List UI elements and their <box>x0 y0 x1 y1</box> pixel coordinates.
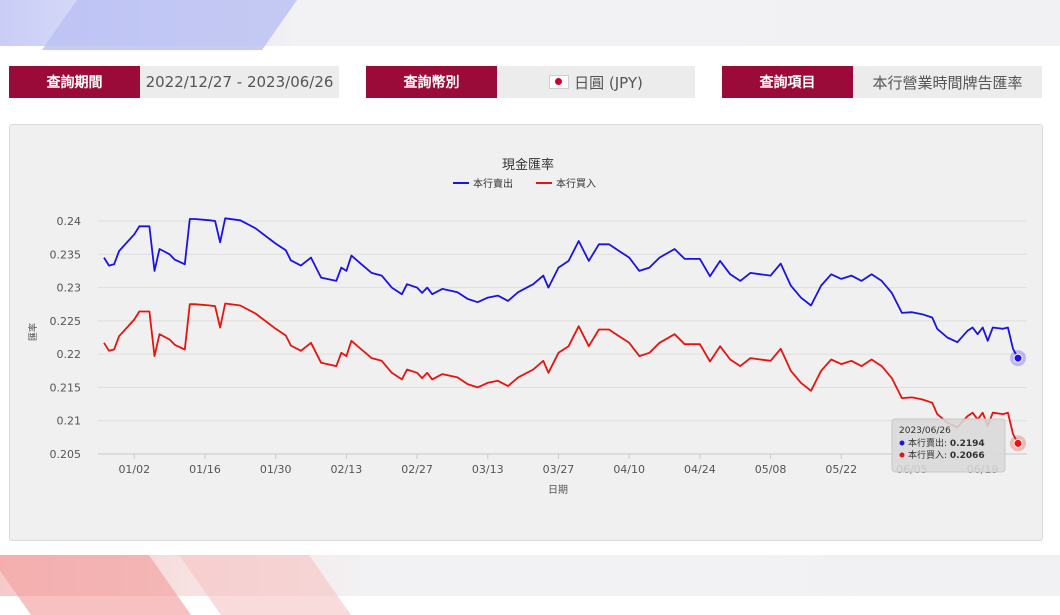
y-tick-label: 0.235 <box>50 248 82 261</box>
legend-sell-label[interactable]: 本行賣出 <box>473 177 513 190</box>
y-tick-label: 0.24 <box>57 215 82 228</box>
tooltip-bullet <box>899 440 905 446</box>
query-period-bar: 查詢期間 2022/12/27 - 2023/06/26 <box>9 66 339 98</box>
grid-lines <box>98 220 1027 455</box>
x-tick-label: 05/08 <box>755 463 787 476</box>
y-tick-label: 0.225 <box>50 315 82 328</box>
x-tick-label: 01/16 <box>189 463 221 476</box>
x-tick-label: 01/30 <box>260 463 292 476</box>
tooltip-bullet <box>899 452 905 458</box>
chart-title: 現金匯率 <box>502 157 554 173</box>
x-tick-label: 04/10 <box>613 463 645 476</box>
y-tick-label: 0.21 <box>57 415 82 428</box>
query-currency-value[interactable]: 日圓 (JPY) <box>497 66 695 98</box>
series-layer <box>103 217 1019 444</box>
hover-markers <box>1010 350 1026 452</box>
query-item-value[interactable]: 本行營業時間牌告匯率 <box>853 66 1042 98</box>
x-tick-label: 05/22 <box>825 463 857 476</box>
y-tick-label: 0.215 <box>50 381 82 394</box>
tooltip-row: 本行買入: 0.2066 <box>908 449 985 461</box>
x-tick-label: 04/24 <box>684 463 716 476</box>
query-period-label: 查詢期間 <box>9 66 140 98</box>
top-banner <box>0 0 1060 50</box>
sell-last-point[interactable] <box>1013 353 1023 363</box>
query-currency-label: 查詢幣別 <box>366 66 497 98</box>
buy-last-point[interactable] <box>1013 438 1023 448</box>
japan-flag-icon <box>549 75 570 89</box>
query-currency-bar: 查詢幣別 日圓 (JPY) <box>366 66 695 98</box>
chart-card: 現金匯率 本行賣出 本行買入 0.24 0.235 0.23 0.225 0.22 0.2… <box>9 124 1043 541</box>
x-tick-label: 02/13 <box>331 463 363 476</box>
x-axis-label: 日期 <box>548 484 568 496</box>
sell-series-line[interactable] <box>103 217 1019 359</box>
chart-legend[interactable]: 本行賣出 本行買入 <box>453 177 596 190</box>
x-tick-label: 03/13 <box>472 463 504 476</box>
x-tick-label: 03/27 <box>543 463 575 476</box>
query-item-label: 查詢項目 <box>722 66 853 98</box>
y-tick-label: 0.23 <box>57 282 82 295</box>
x-tick-label: 02/27 <box>401 463 433 476</box>
y-tick-label: 0.205 <box>50 448 82 461</box>
x-tick-label: 01/02 <box>118 463 150 476</box>
query-currency-text: 日圓 (JPY) <box>574 73 643 92</box>
legend-buy-label[interactable]: 本行買入 <box>556 177 596 190</box>
tooltip-box <box>891 418 1006 473</box>
query-period-value[interactable]: 2022/12/27 - 2023/06/26 <box>140 66 339 98</box>
y-tick-label: 0.22 <box>57 348 82 361</box>
tooltip-date: 2023/06/26 <box>899 426 951 436</box>
y-axis-ticks: 0.24 0.235 0.23 0.225 0.22 0.215 0.21 0.205 <box>50 215 82 461</box>
rate-chart[interactable]: 現金匯率 本行賣出 本行買入 0.240.2350.230.2250.220.2… <box>10 125 1042 540</box>
query-item-bar: 查詢項目 本行營業時間牌告匯率 <box>722 66 1042 98</box>
y-axis-label: 匯率 <box>27 323 39 341</box>
tooltip-row: 本行賣出: 0.2194 <box>908 437 985 449</box>
x-axis-ticks: 01/02 01/16 01/30 02/13 02/27 03/13 03/27 04/10… <box>118 454 999 476</box>
bottom-banner <box>0 555 1060 615</box>
buy-series-line[interactable] <box>103 302 1019 444</box>
